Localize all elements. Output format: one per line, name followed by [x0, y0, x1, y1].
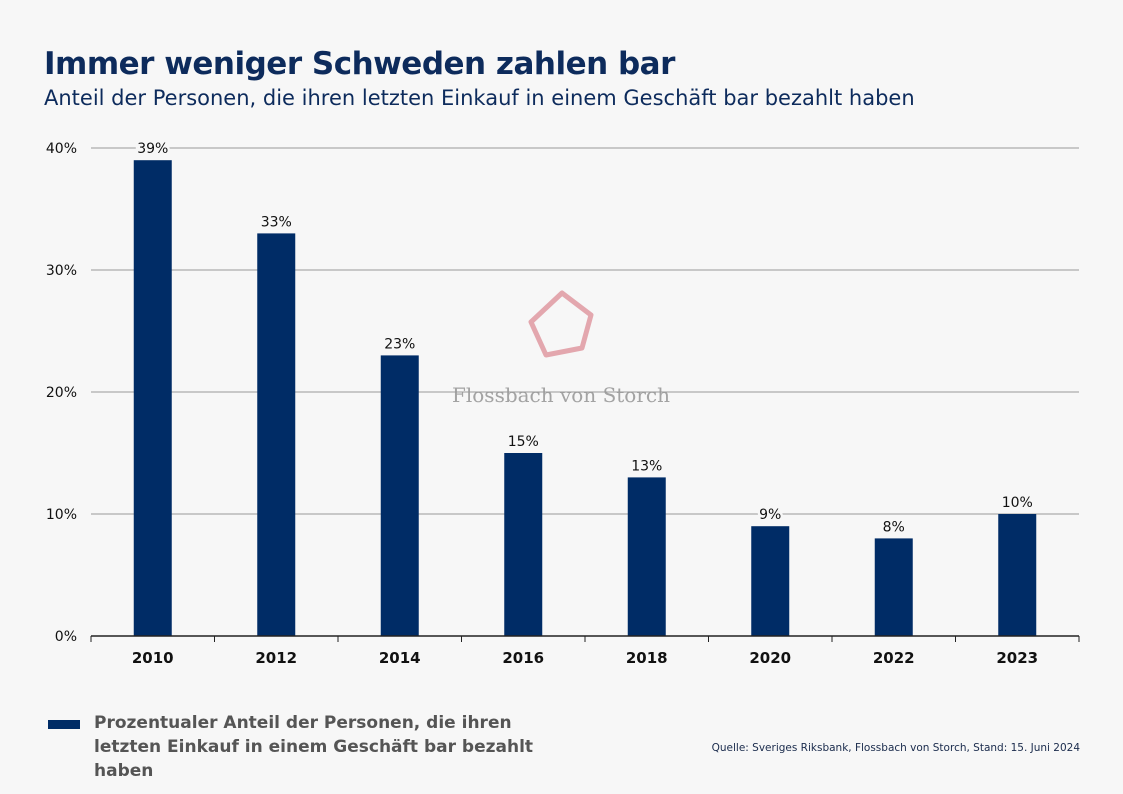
x-tick-label: 2020: [749, 649, 791, 667]
bar: [998, 514, 1037, 636]
y-tick-label: 0%: [55, 629, 77, 645]
y-tick-label: 30%: [46, 263, 77, 279]
bar: [257, 233, 296, 636]
legend-label: Prozentualer Anteil der Personen, die ih…: [94, 713, 534, 781]
source-note: Quelle: Sveriges Riksbank, Flossbach von…: [711, 742, 1080, 754]
x-tick-label: 2012: [255, 649, 297, 667]
x-tick-label: 2010: [132, 649, 174, 667]
data-label: 8%: [883, 519, 905, 535]
x-tick-label: 2014: [379, 649, 421, 667]
y-tick-label: 40%: [46, 141, 77, 157]
gridlines: [91, 147, 1079, 515]
watermark-text: Flossbach von Storch: [452, 383, 670, 407]
y-tick-label: 20%: [46, 385, 77, 401]
bar: [504, 453, 543, 636]
x-tick-label: 2023: [996, 649, 1038, 667]
bars: [133, 160, 1037, 636]
y-tick-label: 10%: [46, 507, 77, 523]
chart-title: Immer weniger Schweden zahlen bar: [44, 46, 675, 82]
x-tick-label: 2018: [626, 649, 668, 667]
data-label: 39%: [137, 141, 168, 157]
data-label: 15%: [508, 434, 539, 450]
x-tick-label: 2016: [502, 649, 544, 667]
data-labels: 39% 33% 23% 15% 13% 9% 8% 10%: [135, 139, 1036, 538]
watermark-logo: [528, 290, 594, 358]
y-axis: 0% 10% 20% 30% 40%: [46, 141, 77, 645]
data-label: 13%: [631, 458, 662, 474]
data-label: 33%: [261, 214, 292, 230]
x-tick-label: 2022: [873, 649, 915, 667]
bar: [133, 160, 172, 636]
legend: Prozentualer Anteil der Personen, die ih…: [48, 711, 574, 783]
bar-chart: Flossbach von Storch 0%10%20%30%40% 39%3…: [45, 139, 1080, 667]
watermark: Flossbach von Storch: [452, 290, 670, 407]
chart-subtitle: Anteil der Personen, die ihren letzten E…: [44, 86, 915, 110]
data-label: 23%: [384, 336, 415, 352]
data-label: 10%: [1002, 495, 1033, 511]
x-axis: 2010 2012 2014 2016 2018 2020 2022 2023: [90, 635, 1080, 667]
bar: [627, 477, 666, 636]
bar: [380, 355, 419, 636]
bar: [874, 538, 913, 636]
bar: [751, 526, 790, 636]
data-label: 9%: [759, 507, 781, 523]
legend-swatch: [48, 720, 80, 729]
